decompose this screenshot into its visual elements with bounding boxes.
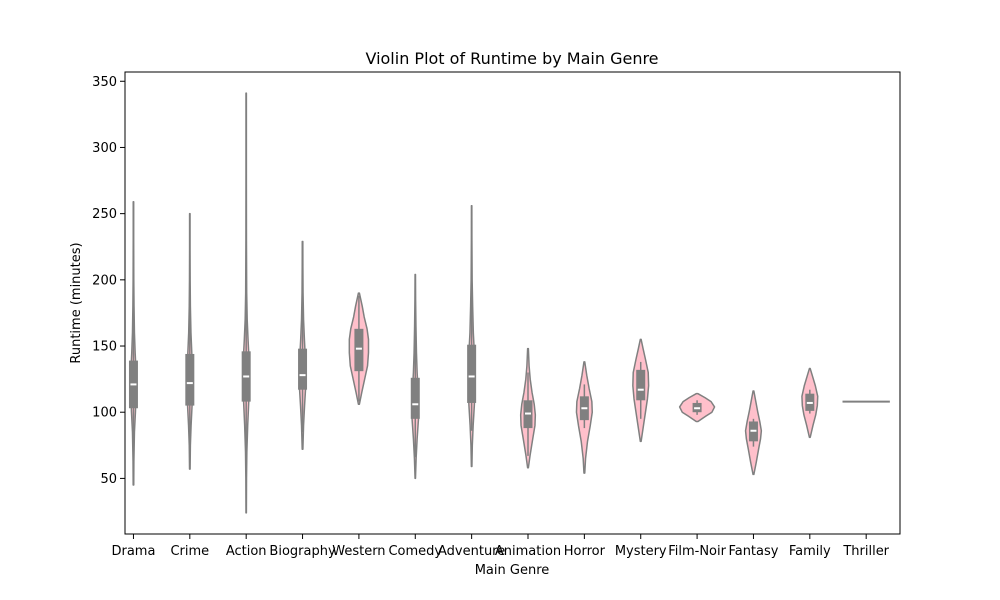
y-tick-label: 200 [92,273,117,288]
x-tick-label: Western [332,544,385,559]
violin-mystery [632,338,650,443]
y-tick-label: 150 [92,340,117,355]
y-tick-label: 50 [100,472,117,487]
y-tick-label: 250 [92,207,117,222]
y-tick-label: 350 [92,75,117,90]
violin-film-noir [678,392,716,423]
violin-animation [519,347,537,469]
x-axis-label: Main Genre [475,563,550,578]
violin-iqr-box [298,348,308,390]
x-tick-label: Comedy [388,544,442,559]
x-tick-label: Animation [495,544,561,559]
y-axis-label: Runtime (minutes) [69,242,84,363]
x-tick-label: Film-Noir [668,544,726,559]
violin-comedy [410,273,420,480]
chart-title: Violin Plot of Runtime by Main Genre [365,49,658,68]
violin-iqr-box [467,344,477,403]
y-axis: 50 100 150 200 250 300 350 [92,75,125,487]
x-tick-label: Thriller [842,544,889,559]
x-tick-label: Crime [170,544,209,559]
x-tick-label: Adventure [438,544,505,559]
x-tick-label: Biography [269,544,336,559]
x-tick-label: Action [226,544,267,559]
plot-frame [124,71,901,535]
violin-western [348,292,370,406]
violin-horror [575,361,593,474]
violin-fantasy [744,390,763,476]
x-tick-label: Mystery [615,544,667,559]
violin-iqr-box [354,328,364,372]
y-tick-label: 300 [92,141,117,156]
violin-crime [185,212,195,470]
violin-biography [298,240,308,451]
violin-iqr-box [410,377,420,419]
x-tick-label: Drama [111,544,155,559]
violins-layer [128,92,890,514]
violin-iqr-box [185,353,195,406]
violin-drama [128,200,138,486]
x-tick-label: Horror [564,544,606,559]
violin-family [801,367,819,439]
violin-adventure [467,204,477,468]
y-tick-label: 100 [92,406,117,421]
x-tick-label: Fantasy [728,544,778,559]
violin-iqr-box [636,369,646,401]
x-tick-label: Family [789,544,831,559]
violin-action [241,92,251,514]
